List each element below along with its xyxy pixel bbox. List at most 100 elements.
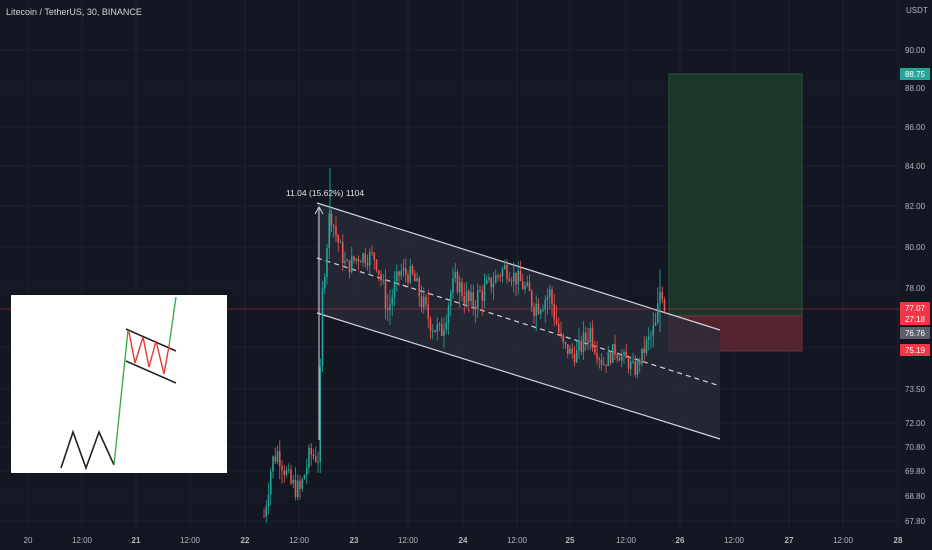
candle-up (632, 361, 634, 363)
candle-down (533, 306, 535, 316)
candle-down (634, 361, 637, 375)
price-axis[interactable]: 90.0088.0086.0084.0082.0080.0078.0076.00… (905, 46, 926, 526)
candle-up (485, 279, 488, 284)
y-tick-label: 68.80 (905, 492, 926, 501)
candle-up (409, 266, 412, 283)
candle-down (348, 260, 351, 273)
candle-down (499, 275, 502, 277)
candle-up (287, 469, 290, 471)
x-tick-label: 12:00 (180, 536, 201, 545)
candle-down (553, 303, 556, 320)
candle-down (571, 348, 574, 354)
candle-up (602, 364, 605, 366)
x-tick-label: 12:00 (833, 536, 854, 545)
candle-down (596, 352, 598, 359)
candle-down (440, 323, 443, 336)
candle-down (598, 358, 601, 360)
candle-up (276, 451, 279, 462)
candle-up (483, 283, 486, 301)
y-tick-label: 73.50 (905, 385, 926, 394)
candle-up (620, 355, 623, 361)
candle-down (521, 281, 524, 290)
candle-down (353, 256, 355, 261)
candle-up (470, 292, 472, 301)
target-zone (668, 73, 803, 317)
candle-up (582, 332, 585, 352)
candle-down (420, 296, 423, 308)
x-tick-label: 27 (785, 536, 794, 545)
inset-breakout (168, 296, 177, 347)
y-tick-label: 72.00 (905, 419, 926, 428)
candle-up (436, 324, 439, 332)
x-tick-label: 25 (566, 536, 575, 545)
candle-up (611, 344, 614, 363)
candle-up (656, 303, 659, 323)
candle-down (429, 318, 432, 332)
candle-up (542, 309, 544, 311)
candle-down (373, 252, 376, 260)
candle-down (456, 271, 459, 293)
candle-up (292, 479, 295, 484)
x-tick-label: 26 (676, 536, 685, 545)
price-label-current (900, 302, 930, 314)
inset-flag-bottom (125, 360, 177, 384)
candle-up (641, 348, 643, 364)
candle-down (375, 259, 378, 271)
price-label-stop (900, 344, 930, 356)
x-tick-label: 22 (241, 536, 250, 545)
candle-up (654, 322, 657, 326)
candle-down (404, 268, 407, 275)
symbol-title[interactable]: Litecoin / TetherUS, 30, BINANCE (6, 7, 142, 17)
candle-down (564, 342, 567, 345)
candle-down (638, 360, 641, 364)
candle-up (350, 256, 353, 273)
channel-median-line[interactable] (316, 257, 721, 387)
candle-down (278, 451, 281, 467)
candle-up (438, 323, 441, 325)
candle-down (357, 258, 360, 262)
candle-down (591, 327, 594, 349)
candle-down (519, 271, 522, 282)
candle-up (445, 323, 448, 330)
candle-up (269, 471, 272, 495)
price-label-text: 75.19 (905, 346, 926, 355)
y-tick-label: 80.00 (905, 243, 926, 252)
candle-up (524, 285, 526, 290)
candle-up (346, 260, 349, 262)
measure-annotation: 11.04 (15.62%) 1104 (286, 188, 364, 198)
candle-down (335, 226, 337, 236)
candle-down (299, 480, 301, 489)
candle-up (393, 281, 396, 298)
candle-down (627, 358, 630, 369)
candle-up (317, 461, 319, 463)
candle-down (366, 263, 369, 266)
candle-down (618, 358, 621, 361)
candle-up (452, 278, 454, 294)
candle-up (539, 310, 542, 314)
candle-up (416, 278, 418, 282)
measure-tool[interactable]: 11.04 (15.62%) 1104 (286, 188, 364, 440)
candle-down (411, 266, 414, 274)
x-tick-label: 28 (894, 536, 903, 545)
candle-up (607, 352, 610, 366)
candle-down (557, 323, 560, 333)
y-tick-label: 82.00 (905, 202, 926, 211)
candle-up (569, 348, 571, 354)
candle-up (362, 253, 364, 263)
candle-up (389, 304, 391, 311)
candle-down (371, 252, 373, 254)
x-tick-label: 12:00 (398, 536, 419, 545)
candle-down (341, 242, 344, 264)
candle-up (355, 258, 358, 261)
candle-up (623, 351, 625, 356)
candle-up (652, 325, 655, 336)
candle-down (593, 348, 596, 353)
candle-up (546, 296, 549, 300)
time-axis[interactable]: 20 12:00 21 12:00 22 12:00 23 12:00 24 12:00 25 12:… (24, 536, 903, 545)
candle-up (544, 299, 547, 310)
y-tick-label: 88.00 (905, 84, 926, 93)
x-tick-label: 12:00 (289, 536, 310, 545)
channel-lower-line[interactable] (316, 312, 721, 440)
candle-up (647, 336, 650, 340)
